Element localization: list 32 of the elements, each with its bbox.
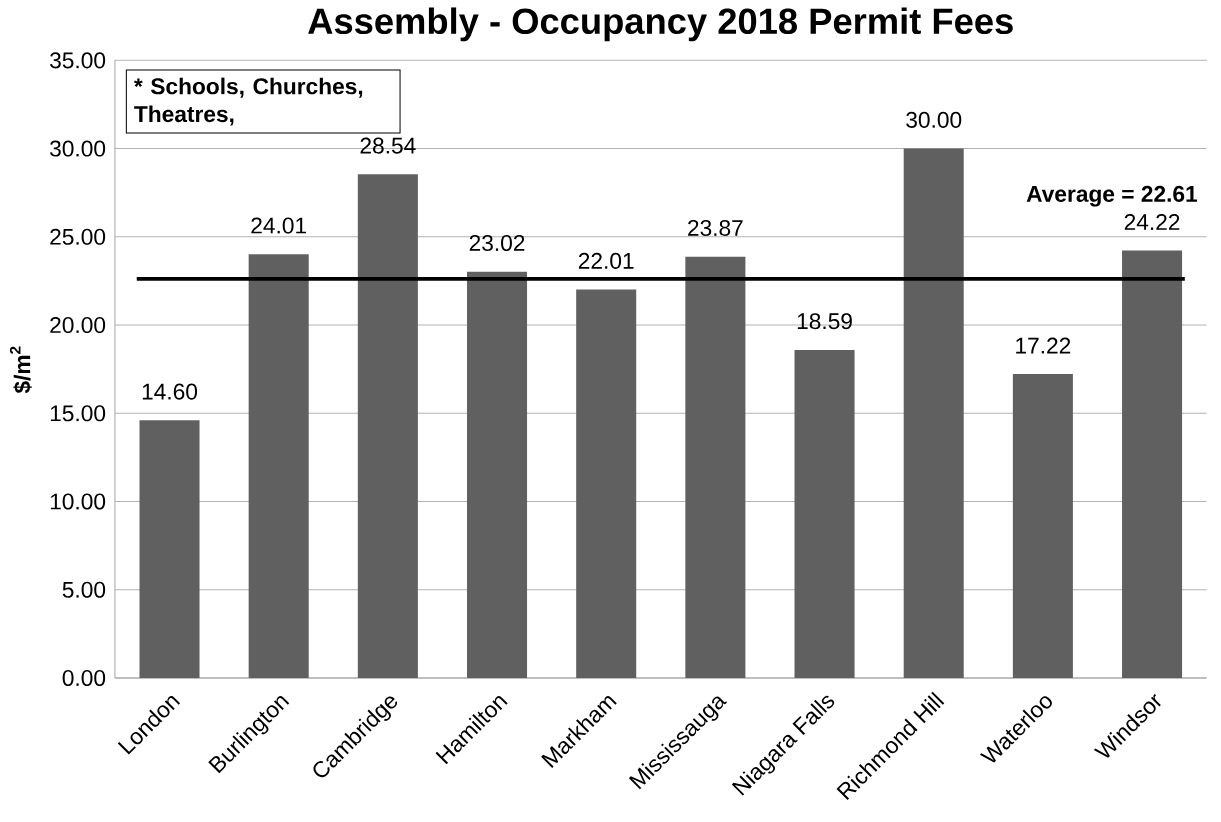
- annotation: * Schools, Churches, Theatres,: [133, 77, 363, 126]
- ref-line-label: Average = 22.61: [1026, 186, 1198, 207]
- data-label: 14.60: [142, 383, 198, 400]
- bar: [357, 174, 418, 679]
- data-label: 23.87: [688, 220, 743, 237]
- y-tick-label: 5.00: [62, 581, 106, 598]
- y-tick-label: 0.00: [62, 670, 106, 687]
- y-tick-label: 20.00: [50, 317, 106, 334]
- data-label: 17.22: [1016, 337, 1071, 354]
- data-label: 24.01: [251, 217, 306, 234]
- bar: [685, 256, 746, 679]
- data-label: 28.54: [360, 137, 416, 154]
- y-tick-label: 30.00: [50, 140, 106, 157]
- bar: [576, 289, 637, 679]
- bar: [248, 254, 309, 679]
- data-label: 22.01: [578, 252, 634, 270]
- y-tick-label: 35.00: [50, 52, 106, 69]
- bar: [1122, 250, 1183, 679]
- data-label: 18.59: [797, 313, 852, 330]
- bar: [467, 271, 528, 679]
- bar: [903, 148, 964, 679]
- y-tick-label: 10.00: [50, 493, 106, 510]
- bar: [1012, 374, 1073, 679]
- y-axis-title: $/m$^{2}$: [9, 346, 32, 394]
- data-label: 23.02: [469, 235, 525, 252]
- y-tick-label: 25.00: [50, 228, 106, 246]
- data-label: 30.00: [906, 111, 962, 129]
- data-label: 24.22: [1124, 214, 1180, 231]
- y-tick-label: 15.00: [50, 405, 106, 422]
- chart-title: Assembly - Occupancy 2018 Permit Fees: [308, 7, 1013, 42]
- bar: [794, 350, 855, 679]
- bar: [139, 420, 200, 679]
